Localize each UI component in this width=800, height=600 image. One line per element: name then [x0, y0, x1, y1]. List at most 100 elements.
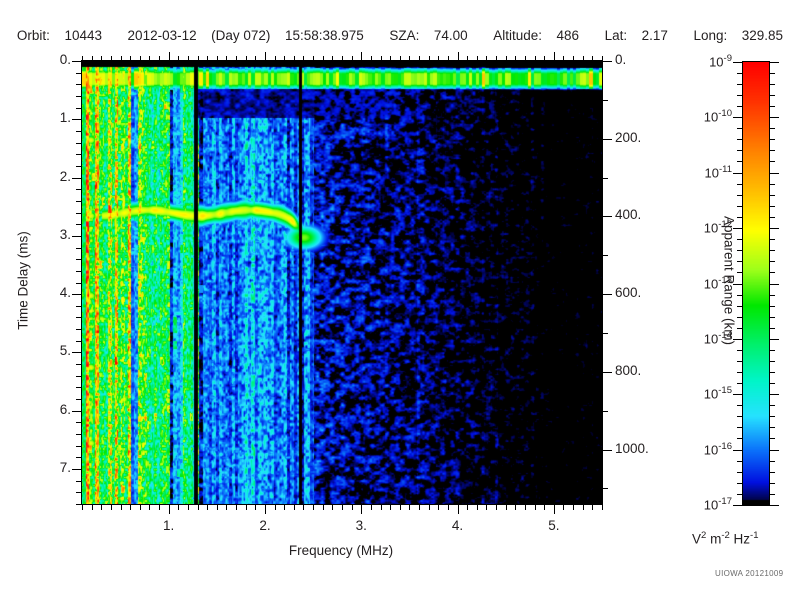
colorbar-gradient — [743, 62, 769, 505]
x-tick-label-0: 1. — [163, 518, 175, 533]
x-minor-tick-top — [400, 56, 401, 61]
x-minor-tick-top — [592, 56, 593, 61]
colorbar-minor-tick — [737, 461, 742, 462]
colorbar-major-tick — [733, 117, 742, 118]
y-minor-tick — [76, 341, 81, 342]
y-minor-tick — [76, 84, 81, 85]
x-minor-tick — [303, 505, 304, 510]
x-minor-tick-top — [390, 56, 391, 61]
colorbar-major-tick — [770, 117, 779, 118]
colorbar-minor-tick — [770, 350, 775, 351]
colorbar-tick-exponent: -12 — [718, 219, 732, 230]
x-minor-tick — [535, 505, 536, 510]
y-minor-tick — [76, 457, 81, 458]
colorbar-minor-tick — [770, 128, 775, 129]
colorbar-minor-tick — [737, 272, 742, 273]
x-minor-tick — [313, 505, 314, 510]
x-minor-tick-top — [178, 56, 179, 61]
colorbar-tick-mantissa: 10 — [704, 165, 719, 181]
x-minor-tick-top — [246, 56, 247, 61]
x-minor-tick-top — [467, 56, 468, 61]
x-minor-tick-top — [149, 56, 150, 61]
colorbar-tick-mantissa: 10 — [703, 497, 719, 513]
x-minor-tick — [352, 505, 353, 510]
x-minor-tick — [226, 505, 227, 510]
x-minor-tick-top — [217, 56, 218, 61]
colorbar-tick-mantissa: 10 — [703, 386, 719, 402]
colorbar-minor-tick — [770, 427, 775, 428]
y-minor-tick — [76, 189, 81, 190]
colorbar-major-tick — [733, 228, 742, 229]
y-tick-label-3: 3. — [59, 226, 71, 242]
colorbar-major-tick — [770, 228, 779, 229]
x-minor-tick — [198, 505, 199, 510]
colorbar-minor-tick — [770, 272, 775, 273]
colorbar-major-tick — [733, 62, 742, 63]
colorbar-tick-mantissa: 10 — [703, 109, 719, 125]
x-minor-tick — [284, 505, 285, 510]
colorbar-minor-tick — [737, 150, 742, 151]
x-major-tick-top — [169, 52, 170, 61]
x-minor-tick-top — [82, 56, 83, 61]
colorbar-minor-tick — [737, 306, 742, 307]
colorbar-major-tick — [733, 339, 742, 340]
x-minor-tick — [515, 505, 516, 510]
y-major-tick — [72, 352, 81, 353]
x-minor-tick — [82, 505, 83, 510]
colorbar-minor-tick — [770, 405, 775, 406]
x-minor-tick-top — [111, 56, 112, 61]
y-tick-label-7: 7. — [59, 460, 71, 476]
colorbar-major-tick — [770, 173, 779, 174]
y2-minor-tick — [603, 255, 608, 256]
x-minor-tick-top — [573, 56, 574, 61]
colorbar-minor-tick — [770, 372, 775, 373]
y-tick-label-2: 2. — [59, 168, 71, 184]
y-minor-tick — [76, 399, 81, 400]
latitude-label: Lat: — [604, 28, 628, 43]
unit-exp-3: -1 — [750, 530, 759, 541]
y-minor-tick — [76, 143, 81, 144]
colorbar-minor-tick — [770, 250, 775, 251]
y-minor-tick — [76, 271, 81, 272]
colorbar-tick-label-6: 10-15 — [680, 385, 732, 401]
colorbar-minor-tick — [737, 84, 742, 85]
colorbar-tick-label-4: 10-13 — [680, 275, 732, 291]
colorbar-minor-tick — [737, 206, 742, 207]
colorbar-minor-tick — [737, 328, 742, 329]
x-minor-tick — [438, 505, 439, 510]
colorbar-minor-tick — [737, 372, 742, 373]
y2-major-tick — [603, 139, 612, 140]
y-minor-tick — [76, 446, 81, 447]
y2-major-tick — [603, 450, 612, 451]
x-minor-tick — [92, 505, 93, 510]
x-minor-tick — [583, 505, 584, 510]
colorbar-tick-label-3: 10-12 — [680, 219, 732, 235]
colorbar-minor-tick — [770, 306, 775, 307]
colorbar-minor-tick — [737, 483, 742, 484]
x-minor-tick — [592, 505, 593, 510]
x-minor-tick — [477, 505, 478, 510]
colorbar-major-tick — [770, 284, 779, 285]
colorbar-minor-tick — [770, 472, 775, 473]
colorbar-minor-tick — [737, 250, 742, 251]
x-minor-tick-top — [207, 56, 208, 61]
y-minor-tick — [76, 213, 81, 214]
ionogram-plot-area — [81, 60, 603, 505]
x-minor-tick-top — [226, 56, 227, 61]
x-minor-tick — [429, 505, 430, 510]
x-minor-tick — [486, 505, 487, 510]
colorbar-minor-tick — [737, 239, 742, 240]
colorbar-minor-tick — [770, 139, 775, 140]
colorbar-tick-label-5: 10-14 — [680, 330, 732, 346]
x-minor-tick-top — [121, 56, 122, 61]
colorbar-major-tick — [733, 394, 742, 395]
x-minor-tick-top — [515, 56, 516, 61]
y2-minor-tick — [603, 333, 608, 334]
unit-exp-2: -2 — [721, 530, 730, 541]
colorbar-tick-label-0: 10-9 — [680, 53, 732, 69]
y2-minor-tick — [603, 178, 608, 179]
x-tick-label-4: 5. — [548, 518, 560, 533]
y2-tick-label-0: 0. — [615, 52, 627, 67]
colorbar-minor-tick — [770, 84, 775, 85]
